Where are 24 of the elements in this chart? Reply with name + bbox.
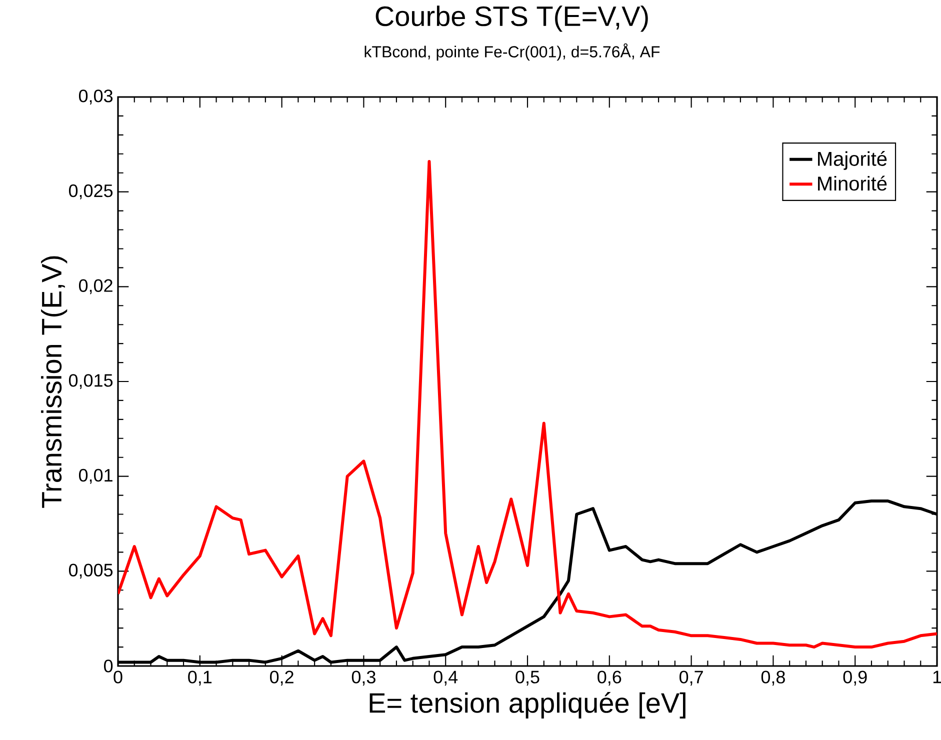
- chart-subtitle: kTBcond, pointe Fe-Cr(001), d=5.76Å, AF: [364, 43, 660, 61]
- chart-title: Courbe STS T(E=V,V): [376, 6, 648, 32]
- legend-label: Majorité: [818, 151, 887, 170]
- y-axis-title: Transmission T(E,V): [41, 256, 68, 508]
- y-tick-label: 0,01: [78, 468, 112, 484]
- y-tick-label: 0,02: [78, 279, 112, 294]
- x-tick-label: 0,8: [761, 670, 785, 686]
- x-tick-label: 0,9: [843, 670, 867, 686]
- legend-label: Minorité: [818, 176, 887, 191]
- y-tick-label: 0,025: [68, 184, 113, 200]
- x-tick-label: 0,4: [434, 670, 458, 686]
- y-tick-label: 0,005: [68, 564, 113, 579]
- y-tick-label: 0: [104, 660, 113, 672]
- x-tick-label: 0,3: [352, 670, 376, 686]
- x-axis-title: E= tension appliquée [eV]: [370, 692, 686, 718]
- y-tick-label: 0,03: [78, 90, 113, 104]
- x-tick-label: 0,2: [270, 670, 294, 686]
- y-tick-label: 0,015: [68, 374, 113, 389]
- x-tick-label: 0: [114, 670, 122, 684]
- x-tick-label: 0,1: [188, 670, 212, 686]
- x-tick-label: 1: [933, 670, 941, 684]
- x-tick-label: 0,7: [680, 670, 703, 686]
- x-tick-label: 0,6: [598, 670, 622, 686]
- x-tick-label: 0,5: [516, 670, 540, 686]
